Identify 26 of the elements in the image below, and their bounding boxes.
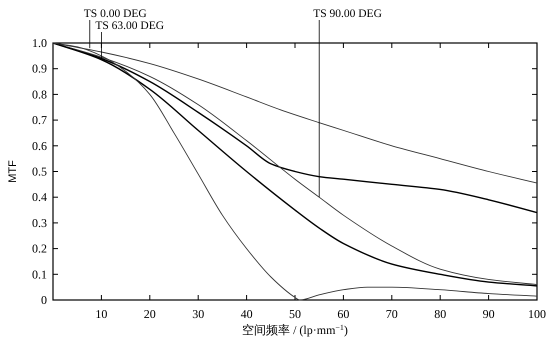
y-tick-label: 0.6 (32, 138, 47, 153)
x-tick-label: 100 (528, 307, 546, 321)
x-tick-label: 60 (337, 307, 350, 321)
y-tick-label: 0 (41, 293, 47, 307)
annotation: TS 0.00 DEG (84, 8, 147, 20)
annotation: TS 63.00 DEG (95, 20, 164, 32)
x-tick-label: 90 (482, 307, 495, 321)
y-tick-label: 0.9 (32, 62, 47, 76)
y-tick-label: 0.3 (32, 216, 47, 230)
y-tick-label: 0.4 (32, 190, 47, 204)
y-axis-title: MTF (7, 160, 19, 183)
x-tick-label: 30 (192, 307, 204, 321)
x-tick-label: 20 (144, 307, 156, 321)
x-axis-title: 空间频率 / (lp·mm$^{−1}$) (242, 322, 348, 337)
x-tick-label: 50 (289, 307, 301, 321)
x-tick-label: 80 (434, 307, 446, 321)
annotation: TS 90.00 DEG (313, 8, 382, 20)
x-tick-label: 40 (240, 307, 253, 321)
y-tick-label: 0.8 (32, 87, 47, 102)
y-tick-label: 0.1 (32, 267, 47, 282)
y-tick-label: 0.2 (32, 242, 47, 256)
y-tick-label: 0.7 (32, 113, 47, 128)
x-tick-label: 70 (386, 307, 398, 321)
y-tick-label: 0.5 (32, 164, 47, 178)
y-tick-label: 1.0 (32, 36, 47, 50)
x-tick-label: 10 (95, 307, 108, 321)
